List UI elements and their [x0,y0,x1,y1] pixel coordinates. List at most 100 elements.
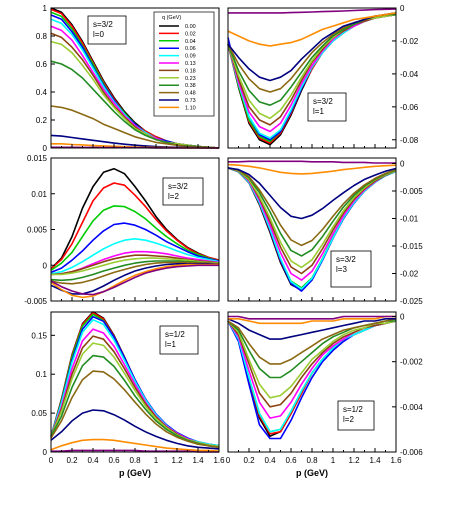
series-line [227,163,397,175]
panel-label-text: l=0 [93,30,104,39]
panel-label-box [330,250,372,288]
legend-entry-label: 0.09 [185,54,196,60]
series-line [50,182,220,270]
y-tick-label: 0.2 [36,116,48,125]
chart-panel-1: 0 0.2 0.4 0.6 0.8 1 s=3/2l=0 [36,4,220,153]
legend-entry-label: 0.00 [185,24,196,30]
series-line [227,13,397,126]
x-tick-label: 1.4 [369,456,381,465]
panel-label-box [87,15,127,45]
y-tick-label: -0.04 [400,70,419,79]
series-line [50,238,220,275]
y-tick-label: -0.002 [400,358,423,367]
legend-entry-label: 0.38 [185,83,196,89]
x-tick-label: 0.6 [108,456,120,465]
y-tick-label: 0.01 [31,190,47,199]
x-tick-label: 0.4 [87,456,99,465]
legend-entry-label: 0.06 [185,46,196,52]
y-tick-label: 0.8 [36,32,48,41]
y-tick-label: 0.4 [36,88,48,97]
x-tick-label: 0 [49,456,54,465]
legend-entry-label: 0.13 [185,61,196,67]
series-line [227,167,397,220]
series-line [50,370,220,449]
series-line [50,205,220,271]
panel-label-text: l=2 [168,192,179,201]
x-tick-label: 1.6 [213,456,225,465]
panel-label-box [162,177,204,206]
y-tick-label: -0.025 [400,297,423,306]
series-line [227,12,397,47]
y-tick-label: -0.08 [400,136,419,145]
y-tick-label: -0.06 [400,103,419,112]
series-line [50,264,219,296]
series-line [51,257,220,276]
y-tick-label: 0.05 [31,409,47,418]
y-tick-label: -0.004 [400,403,423,412]
x-axis-label: p (GeV) [119,468,151,478]
series-line [227,167,397,257]
panel-label-text: s=3/2 [313,97,333,106]
series-line [228,8,397,14]
y-tick-label: -0.005 [400,187,423,196]
y-tick-label: -0.015 [400,242,423,251]
panel-label-text: s=3/2 [93,20,113,29]
x-tick-label: 0.8 [129,456,141,465]
series-line [228,160,396,164]
chart-panel-6: 0 -0.002 -0.004 -0.006 0 0.2 0.4 0.6 0.8 1 1.2 1.4 1… [226,311,423,478]
y-tick-label: 0 [400,4,405,13]
x-tick-label: 1.2 [171,456,183,465]
series-line [227,12,397,82]
chart-panel-3: -0.005 0 0.005 0.01 0.015 s=3/2l=2 [24,154,220,306]
x-tick-label: 1.4 [192,456,204,465]
chart-panel-2: 0 -0.02 -0.04 -0.06 -0.08 s=3/2l=1 [227,4,419,149]
x-tick-label: 1.2 [348,456,360,465]
series-line [227,167,397,247]
series-line [50,261,220,285]
x-tick-label: 1 [154,456,159,465]
panel-label-text: s=1/2 [165,330,185,339]
x-axis-label: p (GeV) [296,468,328,478]
y-tick-label: 0 [43,144,48,153]
series-line [50,263,219,299]
series-line [50,438,220,452]
x-tick-label: 0.8 [306,456,318,465]
series-line [227,12,397,93]
y-tick-label: 0.1 [36,370,48,379]
legend-title: q (GeV) [162,15,181,21]
panel-label-text: l=1 [165,340,176,349]
panel-label-text: l=3 [336,265,347,274]
legend-entry-label: 0.02 [185,31,196,37]
series-line [227,318,397,365]
panel-label-text: l=2 [343,415,354,424]
x-tick-label: 1 [331,456,336,465]
series-line [227,167,397,269]
y-tick-label: 0 [400,313,405,322]
y-tick-label: 0.005 [27,226,48,235]
y-tick-label: -0.005 [24,297,47,306]
legend-entry-label: 0.04 [185,39,196,45]
x-tick-label: 0 [226,456,231,465]
legend-entry-label: 0.18 [185,68,196,74]
x-tick-label: 0.4 [264,456,276,465]
y-tick-label: -0.02 [400,270,419,279]
legend: q (GeV)0.000.020.040.060.090.130.180.230… [153,11,215,117]
panel-label-box [159,325,199,355]
legend-entry-label: 0.73 [185,98,196,104]
y-tick-label: 0.6 [36,60,48,69]
series-line [50,105,220,149]
legend-entry-label: 0.23 [185,76,196,82]
y-tick-label: -0.006 [400,448,423,457]
legend-entry-label: 0.48 [185,91,196,97]
panel-label-box [307,92,347,122]
panel-label-text: s=3/2 [168,182,188,191]
series-line [228,315,396,325]
series-line [50,222,220,274]
legend-entry-label: 1.10 [185,105,196,111]
series-line [50,409,220,450]
y-tick-label: -0.01 [400,215,419,224]
panel-label-text: s=3/2 [336,255,356,264]
chart-panel-5: 0 0.05 0.1 0.15 0 0.2 0.4 0.6 0.8 1 1.2 1.4 1.6 p (Ge… [31,311,225,478]
series-line [227,317,396,340]
